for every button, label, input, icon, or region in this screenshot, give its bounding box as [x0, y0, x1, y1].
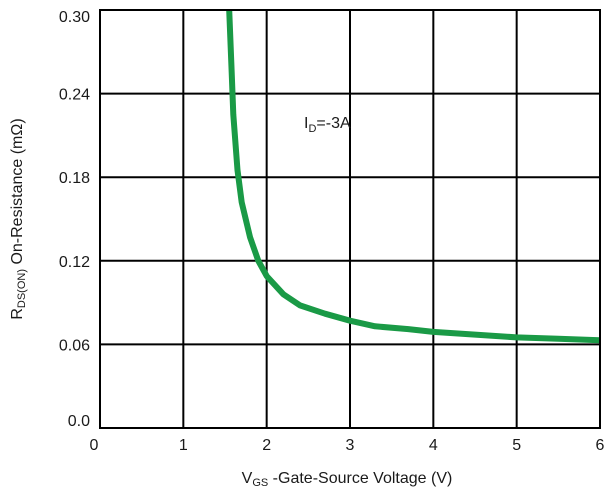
series-layer	[226, 9, 601, 344]
annotation-main: I	[304, 115, 308, 132]
y-axis-title-sub: DS(ON)	[16, 269, 28, 308]
annotation-label: ID=-3A	[304, 115, 351, 135]
grid	[99, 9, 601, 429]
annotation-rest: =-3A	[316, 115, 351, 132]
annotation-sub: D	[308, 123, 316, 135]
y-tick-label-4: 0.24	[59, 87, 90, 104]
y-tick-label-3: 0.18	[59, 170, 90, 187]
y-tick-labels: 0.0 0.06 0.12 0.18 0.24 0.30	[59, 9, 90, 430]
x-tick-label-0: 0	[90, 437, 99, 454]
y-tick-label-2: 0.12	[59, 254, 90, 271]
y-tick-label-5: 0.30	[59, 9, 90, 26]
y-axis-title-rest: On-Resistance (mΩ)	[9, 118, 26, 269]
x-axis-title-rest: -Gate-Source Voltage (V)	[268, 470, 452, 487]
frame-layer	[99, 9, 601, 429]
x-axis-title-sub: GS	[252, 477, 268, 489]
y-tick-label-0: 0.0	[68, 413, 90, 430]
series-line-0	[226, 9, 601, 344]
x-axis-title: VGS -Gate-Source Voltage (V)	[242, 470, 453, 489]
x-tick-label-3: 3	[346, 437, 355, 454]
x-tick-label-4: 4	[429, 437, 438, 454]
y-axis-title-main: R	[9, 308, 26, 320]
y-axis-title: RDS(ON) On-Resistance (mΩ)	[9, 118, 28, 319]
x-axis-title-main: V	[242, 470, 253, 487]
x-tick-label-1: 1	[179, 437, 188, 454]
x-tick-label-5: 5	[512, 437, 521, 454]
y-tick-label-1: 0.06	[59, 337, 90, 354]
plot-frame	[99, 9, 601, 429]
x-tick-labels: 0 1 2 3 4 5 6	[90, 437, 605, 454]
x-tick-label-6: 6	[596, 437, 605, 454]
x-tick-label-2: 2	[262, 437, 271, 454]
